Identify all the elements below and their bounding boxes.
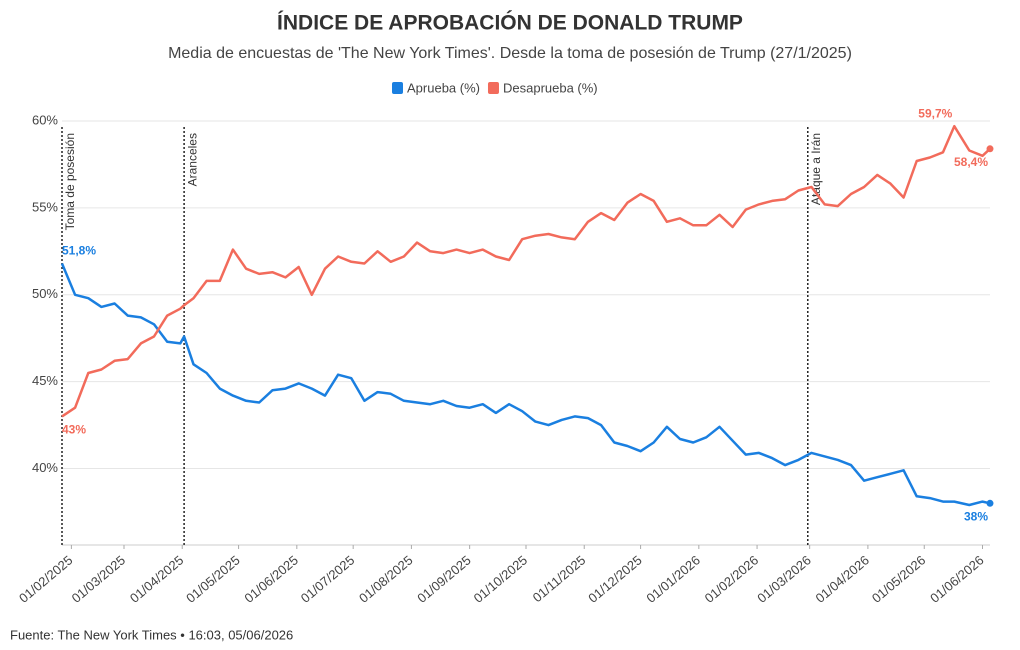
legend-label: Desaprueba (%) <box>503 80 598 95</box>
x-tick-label: 01/02/2025 <box>16 552 75 605</box>
y-tick-label: 60% <box>32 112 58 127</box>
end-dot <box>986 499 994 507</box>
x-tick-label: 01/10/2025 <box>471 552 530 605</box>
x-tick-label: 01/04/2026 <box>813 552 872 605</box>
source: Fuente: The New York Times • 16:03, 05/0… <box>10 627 293 642</box>
y-tick-label: 40% <box>32 460 58 475</box>
x-tick-label: 01/05/2025 <box>183 552 242 605</box>
x-tick-label: 01/03/2026 <box>754 552 813 605</box>
legend-label: Aprueba (%) <box>407 80 480 95</box>
x-tick-label: 01/08/2025 <box>356 552 415 605</box>
chart-title: ÍNDICE DE APROBACIÓN DE DONALD TRUMP <box>277 11 743 35</box>
x-tick-label: 01/06/2026 <box>927 552 986 605</box>
x-tick-label: 01/05/2026 <box>869 552 928 605</box>
value-label: 58,4% <box>954 155 988 169</box>
y-tick-label: 45% <box>32 373 58 388</box>
x-tick-label: 01/07/2025 <box>298 552 357 605</box>
value-label: 51,8% <box>62 244 96 258</box>
x-tick-label: 01/03/2025 <box>69 552 128 605</box>
x-tick-label: 01/09/2025 <box>414 552 473 605</box>
y-tick-label: 55% <box>32 199 58 214</box>
x-tick-label: 01/11/2025 <box>530 552 589 605</box>
value-label: 38% <box>964 509 988 523</box>
event-label: Toma de posesión <box>63 133 77 230</box>
x-tick-label: 01/04/2025 <box>127 552 186 605</box>
value-label: 59,7% <box>918 106 952 120</box>
end-dot <box>986 145 994 153</box>
x-tick-label: 01/12/2025 <box>585 552 644 605</box>
legend-swatch <box>392 82 403 94</box>
x-tick-label: 01/01/2026 <box>643 552 702 605</box>
legend-swatch <box>487 82 499 94</box>
series-line <box>60 263 991 507</box>
event-label: Aranceles <box>185 133 199 186</box>
y-tick-label: 50% <box>32 286 58 301</box>
chart-subtitle: Media de encuestas de 'The New York Time… <box>168 45 852 62</box>
x-tick-label: 01/06/2025 <box>241 552 300 605</box>
x-tick-label: 01/02/2026 <box>702 552 761 605</box>
value-label: 43% <box>62 423 86 437</box>
series-line <box>61 124 991 418</box>
